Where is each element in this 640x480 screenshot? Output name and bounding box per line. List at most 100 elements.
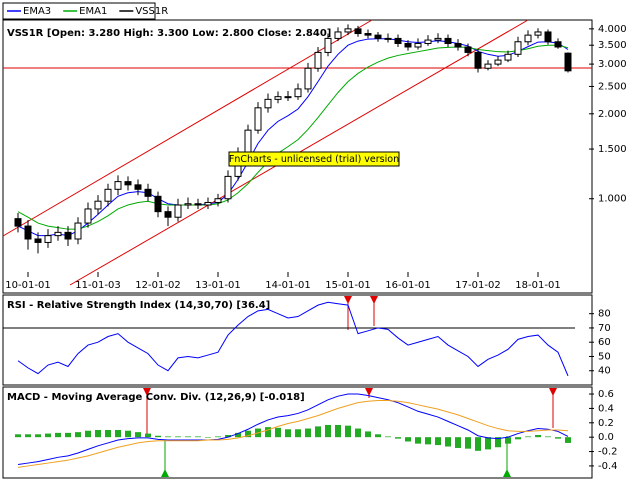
histogram-bar [185,436,191,438]
histogram-bar [245,430,251,438]
panel-title: VSS1R [Open: 3.280 High: 3.300 Low: 2.80… [7,28,331,39]
candle-body [274,96,282,100]
candle-body [264,98,272,109]
candle-body [174,204,182,218]
histogram-bar [465,437,471,449]
candle-body [224,175,232,200]
candle-body [324,37,332,53]
histogram-bar [235,432,241,438]
candle-body [304,67,312,90]
candle-body [354,28,362,35]
annotation-box [228,151,400,167]
panel-title: RSI - Relative Strength Index (14,30,70)… [7,300,270,311]
series-line [17,301,569,377]
candle-body [374,34,382,39]
histogram-bar [175,436,181,438]
candle-body [344,28,352,33]
candle-body [404,42,412,48]
y-tick-label: 2.500 [598,81,627,92]
histogram-bar [195,436,201,438]
candle-body [104,188,112,202]
histogram-bar [295,429,301,438]
x-tick-label: 12-01-02 [135,280,180,291]
signal-arrows [143,296,557,477]
histogram-bar [265,427,271,438]
x-tick-label: 13-01-01 [195,280,240,291]
histogram-bar [85,430,91,438]
candle-body [114,181,122,190]
histogram-bar [45,433,51,438]
legend-box [2,2,156,20]
legend-label: EMA1 [79,6,107,17]
histogram-bar [445,437,451,447]
signal-arrow [344,296,352,304]
candle-body [204,201,212,206]
y-tick-label: 2.000 [598,109,627,120]
candle-body [394,37,402,44]
histogram-bar [365,431,371,438]
histogram-bar [65,432,71,438]
histogram-bar [145,433,151,438]
candle-body [524,34,532,43]
candle-body [564,52,572,72]
candle-body [424,39,432,44]
x-tick-label: 15-01-01 [325,280,370,291]
candle-body [544,31,552,43]
histogram-bar [75,432,81,438]
histogram-bar [425,437,431,445]
y-tick-label: 40 [598,366,611,377]
signal-arrow [503,469,511,477]
signal-arrow [549,388,557,396]
histogram-bar [35,434,41,438]
histogram-bar [535,435,541,438]
panel-title: MACD - Moving Average Conv. Div. (12,26,… [7,392,305,403]
candle-body [124,181,132,186]
candle-body [474,51,482,69]
x-tick-label: 17-01-02 [455,280,500,291]
candle-body [44,235,52,243]
signal-arrow [365,388,373,396]
candle-body [504,53,512,61]
candle-body [94,200,102,210]
histogram-bar [515,437,521,440]
y-tick-label: 60 [598,337,611,348]
y-tick-label: 0.6 [598,389,614,400]
candle-body [454,42,462,48]
histogram-bar [325,424,331,438]
candle-body [554,41,562,48]
candle-body [84,208,92,224]
histogram-bar [25,434,31,438]
y-tick-label: 1.500 [598,144,627,155]
series-line [17,393,569,465]
histogram-bar [165,436,171,438]
candle-body [14,218,22,227]
histogram-bar [55,432,61,438]
candle-body [184,203,192,206]
candle-body [414,42,422,48]
candle-body [434,37,442,41]
candle-body [164,211,172,218]
candle-body [314,51,322,69]
x-tick-label: 11-01-03 [75,280,120,291]
candle-body [154,195,162,213]
histogram-bar [435,437,441,446]
candle-body [464,46,472,53]
candle-body [364,33,372,36]
histogram-bar [285,429,291,438]
histogram-bar [555,437,561,439]
histogram-bar [485,437,491,450]
y-tick-label: 0.2 [598,418,614,429]
histogram-bar [135,432,141,438]
candle-body [194,203,202,206]
histogram-bar [375,434,381,438]
candle-body [254,107,262,131]
histogram-bar [305,428,311,438]
legend-label: VSS1R [135,6,168,17]
macd-panel [2,386,593,479]
candle-body [244,129,252,154]
x-tick-label: 14-01-01 [265,280,310,291]
trend-line [2,19,373,237]
candle-body [284,96,292,99]
